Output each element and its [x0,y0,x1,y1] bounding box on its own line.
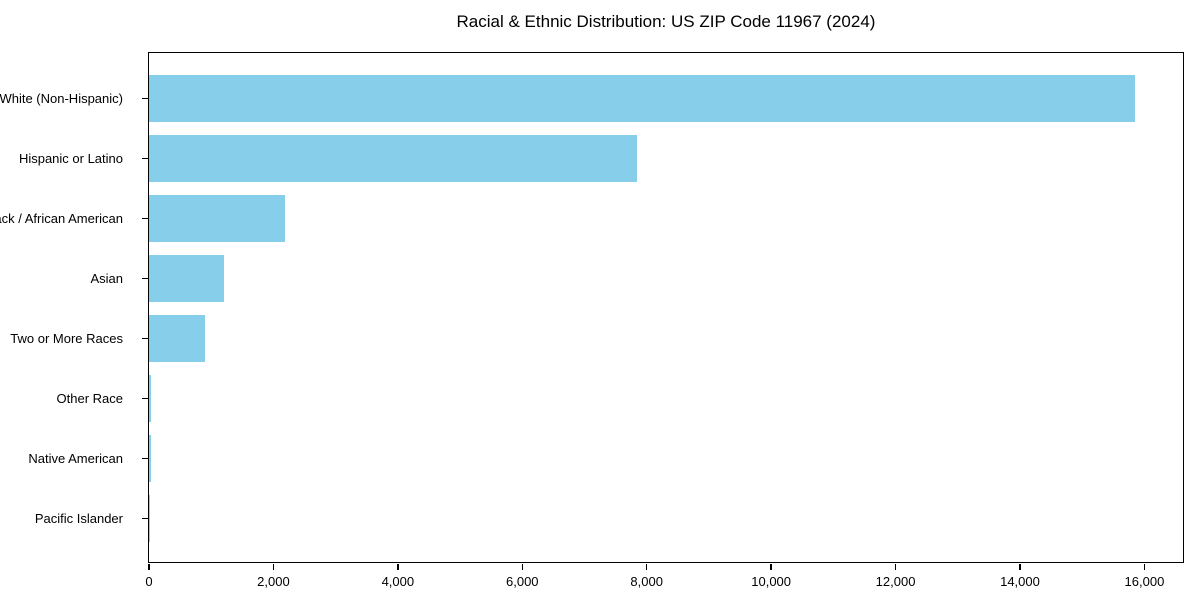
y-axis-label: Pacific Islander [34,510,123,526]
bar-rows [149,68,1183,548]
y-axis-label: Hispanic or Latino [18,150,123,166]
bar-row [149,68,1183,128]
y-axis-label: White (Non-Hispanic) [0,90,123,106]
y-axis-tick [142,457,148,459]
y-axis-tick [142,517,148,519]
x-axis-tick-label: 14,000 [1000,574,1040,589]
bar-white-non-hispanic [149,74,1136,122]
bar-row [149,248,1183,308]
y-axis-label: Native American [28,450,123,466]
x-axis-tick-label: 10,000 [751,574,792,589]
y-axis-tick [142,217,148,219]
bar-row [149,188,1183,248]
x-axis-tick-label: 16,000 [1124,574,1165,589]
y-axis-label: Black / African American [0,210,123,226]
y-axis-label: Asian [90,270,123,286]
x-axis-tick-label: 12,000 [875,574,916,589]
plot-area: White (Non-Hispanic) Hispanic or Latino Bl… [0,52,1184,589]
x-axis-tick-label: 2,000 [257,574,290,589]
x-axis-tick-label: 0 [145,574,153,589]
y-axis-label: Other Race [56,390,123,406]
x-axis-tick [1019,564,1021,570]
bar-row [149,308,1183,368]
y-axis-tick [142,397,148,399]
bar-asian [149,254,224,302]
x-axis-tick-label: 8,000 [630,574,663,589]
y-axis-tick [142,337,148,339]
y-axis-tick [142,277,148,279]
bar-black-african-american [149,194,285,242]
x-axis-tick [1143,564,1146,570]
chart-title: Racial & Ethnic Distribution: US ZIP Cod… [456,12,876,31]
y-axis-tick [142,157,148,159]
bar-native-american [149,434,151,482]
y-axis-label: Two or More Races [10,330,123,346]
x-axis-tick [645,564,648,570]
x-axis-tick [894,564,897,570]
x-axis-tick [521,564,524,570]
x-axis-tick [770,564,772,570]
bar-row [149,428,1183,488]
bar-other-race [149,374,152,422]
bar-row [149,368,1183,428]
x-axis-tick [148,564,150,570]
bar-hispanic-or-latino [149,134,637,182]
bar-row [149,488,1183,548]
bar-two-or-more-races [149,314,205,362]
bar-row [149,128,1183,188]
x-axis-tick [397,564,399,570]
x-axis-tick [272,564,275,570]
x-axis-tick-label: 6,000 [506,574,539,589]
bar-pacific-islander [149,494,150,542]
x-axis-tick-label: 4,000 [381,574,415,589]
y-axis-tick [142,97,148,99]
